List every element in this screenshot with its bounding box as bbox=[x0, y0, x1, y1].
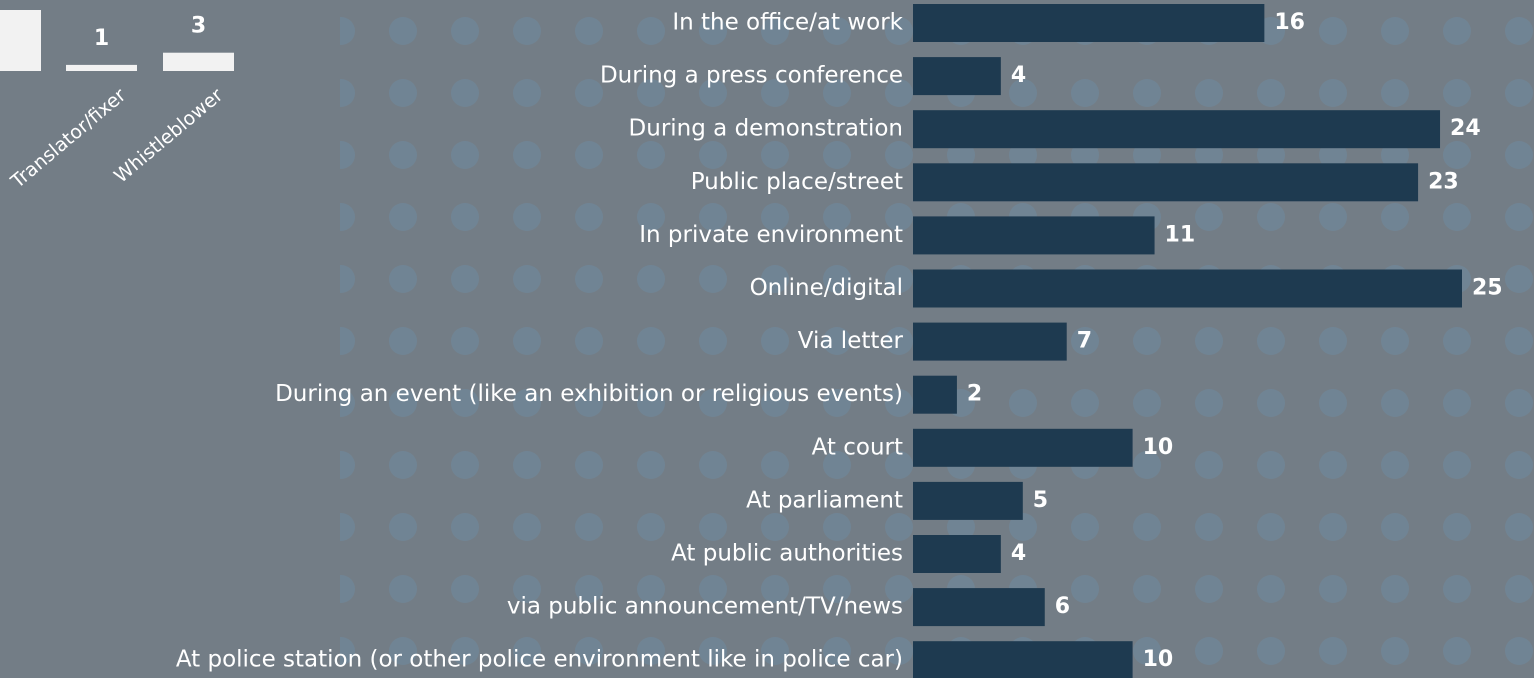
category-label: During a demonstration bbox=[629, 116, 903, 142]
bar bbox=[913, 375, 957, 414]
bar bbox=[913, 110, 1441, 149]
bar bbox=[913, 481, 1023, 520]
value-label: 2 bbox=[967, 382, 982, 407]
bar bbox=[913, 163, 1419, 202]
category-label: At police station (or other police envir… bbox=[176, 647, 903, 673]
bar bbox=[913, 269, 1462, 308]
value-label: 1 bbox=[94, 26, 109, 51]
bar bbox=[913, 588, 1045, 627]
value-label: 4 bbox=[1011, 541, 1026, 566]
value-label: 25 bbox=[1472, 276, 1503, 301]
bar bbox=[913, 322, 1067, 361]
value-label: 16 bbox=[1274, 10, 1305, 35]
category-label: Translator/fixer bbox=[6, 84, 130, 193]
bar bbox=[0, 10, 41, 71]
bar bbox=[913, 641, 1133, 678]
value-label: 7 bbox=[1077, 329, 1092, 354]
category-label: Online/digital bbox=[750, 275, 903, 301]
bar bbox=[66, 64, 137, 71]
category-label: In private environment bbox=[639, 222, 903, 248]
value-label: 3 bbox=[191, 14, 206, 39]
value-label: 10 bbox=[1143, 435, 1174, 460]
bar bbox=[913, 428, 1133, 467]
bar bbox=[163, 52, 234, 71]
value-label: 11 bbox=[1165, 222, 1196, 247]
category-label: Via letter bbox=[798, 328, 904, 354]
category-label: Public place/street bbox=[691, 169, 903, 195]
bar bbox=[913, 4, 1265, 42]
category-label: During a press conference bbox=[600, 63, 903, 89]
category-label: At public authorities bbox=[671, 541, 903, 567]
bar bbox=[913, 216, 1155, 255]
value-label: 10 bbox=[1143, 647, 1174, 672]
category-label: During an event (like an exhibition or r… bbox=[275, 381, 903, 407]
bar bbox=[913, 535, 1001, 573]
bar bbox=[913, 57, 1001, 96]
value-label: 5 bbox=[1033, 488, 1048, 513]
category-label: In the office/at work bbox=[672, 10, 903, 36]
value-label: 23 bbox=[1428, 169, 1459, 194]
category-label: At parliament bbox=[746, 487, 903, 513]
value-label: 6 bbox=[1055, 594, 1070, 619]
value-label: 24 bbox=[1450, 116, 1481, 141]
value-label: 4 bbox=[1011, 63, 1026, 88]
category-label: At court bbox=[812, 434, 903, 460]
category-label: via public announcement/TV/news bbox=[507, 594, 903, 620]
